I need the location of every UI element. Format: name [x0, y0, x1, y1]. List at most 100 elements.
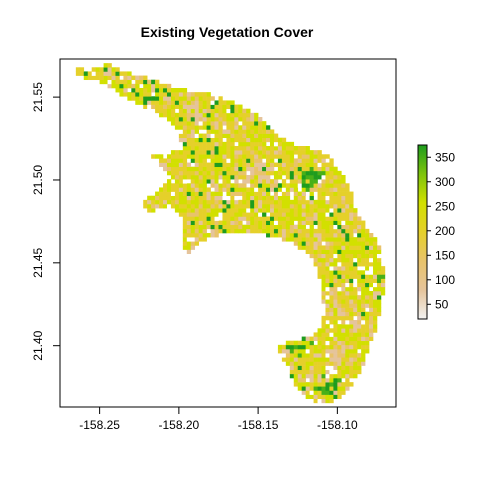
raster-cell	[341, 266, 346, 271]
raster-cell	[293, 150, 299, 155]
raster-cell	[341, 349, 346, 354]
raster-cell	[222, 208, 227, 213]
raster-cell	[273, 146, 279, 151]
raster-cell	[305, 187, 310, 192]
raster-cell	[230, 195, 235, 201]
raster-cell	[361, 249, 366, 255]
raster-cell	[313, 154, 318, 159]
raster-cell	[166, 183, 172, 188]
raster-cell	[305, 208, 310, 213]
raster-cell	[333, 191, 338, 197]
raster-cell	[178, 166, 184, 172]
raster-cell	[321, 179, 326, 184]
raster-cell	[214, 125, 219, 130]
raster-cell	[266, 199, 271, 205]
raster-cell	[305, 166, 310, 172]
raster-cell	[186, 125, 192, 130]
raster-cell	[285, 353, 291, 358]
raster-cell	[151, 104, 156, 110]
raster-cell	[155, 204, 160, 209]
raster-cell	[349, 191, 354, 197]
raster-cell	[190, 129, 196, 134]
raster-cell	[182, 96, 188, 101]
raster-cell	[337, 237, 342, 242]
raster-cell	[230, 191, 235, 197]
raster-cell	[246, 137, 251, 143]
raster-cell	[369, 257, 374, 263]
raster-cell	[329, 353, 334, 358]
raster-cell	[345, 320, 350, 325]
raster-cell	[337, 282, 342, 288]
raster-cell	[341, 233, 346, 238]
raster-cell	[297, 237, 302, 242]
raster-cell	[373, 245, 378, 250]
raster-cell	[182, 224, 188, 230]
raster-cell	[222, 150, 227, 155]
raster-cell	[357, 320, 362, 325]
raster-cell	[198, 112, 203, 118]
raster-cell	[293, 195, 299, 201]
raster-cell	[222, 220, 227, 226]
raster-cell	[329, 282, 334, 288]
raster-cell	[182, 179, 188, 184]
raster-cell	[174, 88, 180, 93]
raster-cell	[281, 187, 287, 192]
raster-cell	[198, 233, 203, 238]
raster-cell	[325, 286, 330, 292]
raster-cell	[337, 336, 342, 342]
raster-cell	[198, 96, 203, 101]
raster-cell	[293, 191, 299, 197]
raster-cell	[325, 349, 330, 354]
raster-cell	[341, 307, 346, 313]
raster-cell	[281, 224, 287, 230]
raster-cell	[147, 92, 152, 97]
raster-cell	[170, 92, 176, 97]
raster-cell	[186, 195, 192, 201]
raster-cell	[285, 349, 291, 354]
raster-cell	[218, 100, 223, 105]
raster-cell	[325, 220, 330, 226]
raster-cell	[301, 183, 306, 188]
raster-cell	[218, 129, 223, 134]
raster-cell	[333, 233, 338, 238]
raster-cell	[317, 228, 322, 234]
raster-cell	[238, 220, 243, 226]
raster-cell	[186, 199, 192, 205]
raster-cell	[349, 233, 354, 238]
raster-cell	[131, 88, 136, 93]
raster-cell	[254, 216, 259, 221]
chart-title: Existing Vegetation Cover	[141, 24, 314, 40]
raster-cell	[210, 179, 215, 184]
raster-cell	[139, 75, 144, 81]
raster-cell	[270, 204, 275, 209]
raster-cell	[258, 129, 263, 134]
raster-cell	[218, 220, 223, 226]
raster-cell	[206, 121, 211, 126]
legend-tick-label: 50	[435, 297, 449, 311]
raster-cell	[281, 220, 287, 226]
raster-cell	[281, 212, 287, 217]
raster-cell	[186, 137, 192, 143]
raster-cell	[309, 378, 314, 383]
raster-cell	[333, 262, 338, 267]
raster-cell	[341, 257, 346, 263]
raster-cell	[178, 88, 184, 93]
raster-cell	[238, 170, 243, 176]
raster-cell	[337, 278, 342, 284]
raster-cell	[277, 191, 283, 197]
raster-cell	[345, 332, 350, 337]
raster-cell	[376, 253, 382, 259]
raster-cell	[277, 212, 283, 217]
raster-cell	[313, 249, 318, 255]
raster-cell	[166, 92, 172, 97]
raster-cell	[182, 175, 188, 180]
raster-cell	[135, 79, 140, 85]
raster-cell	[155, 100, 160, 105]
raster-cell	[313, 216, 318, 221]
raster-cell	[222, 104, 227, 110]
raster-cell	[297, 386, 302, 391]
raster-cell	[214, 183, 219, 188]
raster-cell	[151, 100, 156, 105]
raster-cell	[329, 307, 334, 313]
raster-cell	[194, 199, 199, 205]
